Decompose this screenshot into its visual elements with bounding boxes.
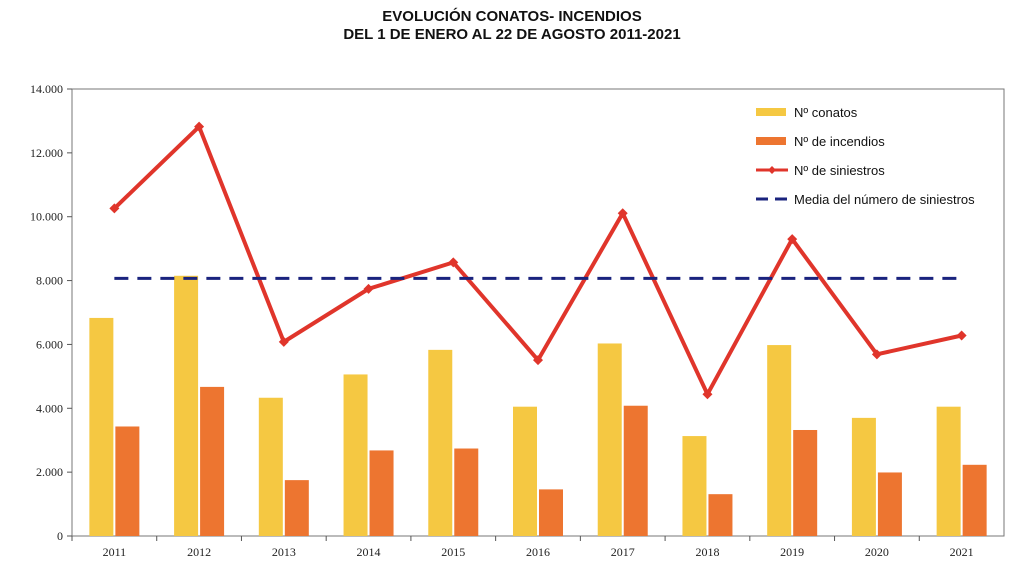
chart-subtitle: DEL 1 DE ENERO AL 22 DE AGOSTO 2011-2021 [343,26,681,43]
x-tick-label: 2020 [865,545,889,559]
x-tick-label: 2021 [950,545,974,559]
bar-conatos [513,406,537,536]
y-tick-label: 2.000 [36,465,63,479]
siniestros-point [194,121,205,132]
y-tick-label: 0 [57,529,63,543]
bar-incendios [708,494,733,536]
siniestros-point [871,349,882,360]
x-tick-label: 2018 [695,545,719,559]
x-tick-label: 2012 [187,545,211,559]
x-tick-label: 2015 [441,545,465,559]
x-tick-label: 2019 [780,545,804,559]
bar-incendios [793,429,818,536]
bar-incendios [877,472,902,536]
bar-conatos [597,343,622,536]
legend-label: Nº de incendios [794,134,885,149]
chart-title: EVOLUCIÓN CONATOS- INCENDIOS [382,8,642,25]
siniestros-point [448,257,459,268]
siniestros-point [617,208,628,219]
y-tick-label: 6.000 [36,337,63,351]
x-tick-label: 2014 [357,545,381,559]
bar-incendios [200,386,225,536]
legend-swatch [756,137,786,145]
siniestros-point [363,283,374,294]
siniestros-point [956,330,967,341]
siniestros-point [787,234,798,245]
bar-incendios [369,450,394,536]
bar-conatos [174,275,199,536]
bar-incendios [115,426,140,536]
bar-conatos [343,374,368,536]
bar-conatos [936,406,961,536]
siniestros-point [533,355,543,366]
y-tick-label: 4.000 [36,401,63,415]
bar-conatos [258,397,283,536]
legend-swatch [756,108,786,116]
bar-incendios [623,405,648,536]
bar-conatos [682,436,707,536]
legend-label: Nº conatos [794,105,858,120]
bar-incendios [454,448,479,536]
legend-marker [768,166,776,174]
siniestros-point [702,389,713,400]
bar-conatos [428,349,453,536]
x-tick-label: 2016 [526,545,550,559]
plot-area [71,88,1005,537]
y-tick-label: 8.000 [36,274,63,288]
bar-conatos [89,317,114,536]
bar-conatos [767,345,792,536]
legend-label: Nº de siniestros [794,163,885,178]
y-tick-label: 10.000 [30,210,63,224]
y-tick-label: 14.000 [30,82,63,96]
x-tick-label: 2011 [103,545,127,559]
bar-incendios [284,480,309,536]
siniestros-point [278,336,289,347]
x-tick-label: 2013 [272,545,296,559]
bar-incendios [539,489,563,536]
x-tick-label: 2017 [611,545,635,559]
siniestros-point [109,203,120,214]
bar-incendios [962,464,987,536]
y-tick-label: 12.000 [30,146,63,160]
bar-conatos [851,417,876,536]
legend-label: Media del número de siniestros [794,192,975,207]
